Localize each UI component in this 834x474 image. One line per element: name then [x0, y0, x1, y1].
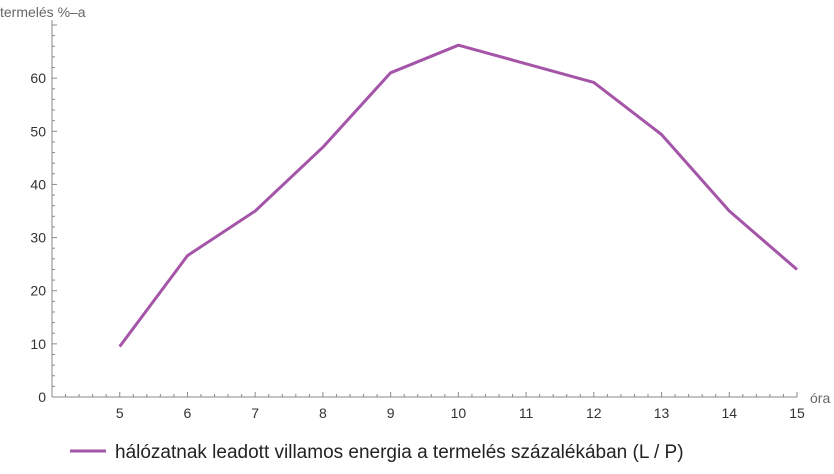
- y-tick-label: 20: [30, 283, 46, 299]
- x-tick-label: 11: [519, 405, 534, 421]
- series-line: [118, 43, 798, 348]
- x-tick-label: 9: [387, 405, 395, 421]
- y-ticks: 0 10 20 30 40 50 60: [30, 24, 57, 405]
- x-tick-label: 6: [184, 405, 192, 421]
- x-axis-title: óra: [810, 390, 830, 406]
- y-axis-title: termelés %–a: [0, 4, 86, 20]
- plot-area: [118, 43, 798, 348]
- legend-label: hálózatnak leadott villamos energia a te…: [115, 442, 684, 463]
- y-tick-label: 30: [30, 230, 46, 246]
- x-tick-label: 12: [586, 405, 602, 421]
- y-tick-label: 10: [30, 336, 46, 352]
- x-tick-label: 13: [654, 405, 670, 421]
- axes: [51, 20, 797, 398]
- x-tick-label: 15: [789, 405, 805, 421]
- y-tick-label: 40: [30, 176, 46, 192]
- y-tick-label: 60: [30, 70, 46, 86]
- x-ticks: 5 6 7 8 9 10 11 12 13 14 15: [51, 392, 805, 421]
- x-tick-label: 10: [451, 405, 467, 421]
- y-tick-label: 50: [30, 123, 46, 139]
- x-tick-label: 14: [721, 405, 737, 421]
- x-tick-label: 7: [251, 405, 259, 421]
- x-tick-label: 8: [319, 405, 327, 421]
- x-tick-label: 5: [116, 405, 124, 421]
- legend: hálózatnak leadott villamos energia a te…: [70, 442, 684, 463]
- y-tick-label: 0: [38, 389, 46, 405]
